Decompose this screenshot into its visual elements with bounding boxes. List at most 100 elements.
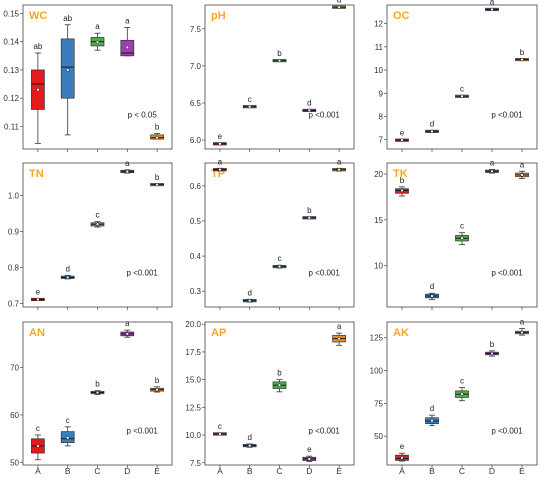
box-d: b [302, 206, 317, 220]
y-tick-label: 75 [374, 399, 383, 408]
mean-point [125, 169, 129, 174]
box-d: a [120, 17, 135, 57]
significance-letter: b [277, 49, 282, 58]
mean-point [277, 383, 282, 387]
y-tick-label: 7 [379, 136, 384, 145]
x-category-label: D [124, 466, 130, 476]
panel-tk: TK 10 15 20 b d c a a p <0.001 [374, 158, 538, 310]
box-a: c [213, 422, 227, 436]
y-tick-label: 70 [10, 363, 19, 372]
y-tick-label: 7.0 [190, 62, 202, 71]
significance-letter: c [460, 85, 464, 94]
mean-point [460, 392, 464, 396]
significance-letter: a [337, 157, 342, 166]
p-value-label: p < 0.05 [128, 110, 158, 119]
mean-point [66, 68, 70, 72]
y-tick-label: 8 [379, 112, 384, 121]
x-category-label: C [276, 466, 282, 476]
significance-letter: c [248, 95, 252, 104]
mean-point [125, 45, 129, 50]
y-tick-label: 10 [374, 66, 383, 75]
box-c: c [455, 377, 469, 402]
box-b: d [425, 120, 439, 133]
plot-frame [22, 162, 173, 308]
box-e: a [332, 0, 346, 9]
mean-point [218, 432, 222, 436]
panel-title: TK [393, 168, 408, 180]
x-category-label: E [519, 466, 525, 476]
box-c: c [455, 85, 469, 98]
p-value-label: p <0.001 [127, 268, 159, 277]
y-tick-label: 0.15 [3, 9, 19, 18]
box-b: c [242, 95, 257, 109]
significance-letter: b [95, 380, 100, 389]
x-category-label: B [65, 466, 71, 476]
mean-point [490, 7, 494, 12]
x-category-label: C [94, 466, 100, 476]
significance-letter: d [65, 264, 69, 273]
y-tick-label: 15.0 [185, 376, 201, 385]
y-tick-label: 20 [374, 170, 383, 179]
mean-point [307, 457, 311, 461]
panel-title: WC [29, 10, 47, 22]
box-d: a [120, 159, 135, 174]
significance-letter: c [278, 254, 282, 263]
mean-point [307, 108, 311, 113]
x-category-label: E [154, 466, 160, 476]
significance-letter: ab [33, 42, 42, 51]
mean-point [248, 443, 252, 448]
box-c: b [272, 49, 287, 63]
mean-point [430, 129, 434, 133]
mean-point [95, 222, 100, 226]
significance-letter: d [247, 288, 251, 297]
y-tick-label: 20.0 [185, 320, 201, 329]
significance-letter: c [36, 424, 40, 433]
box-c: c [455, 222, 469, 246]
x-category-label: A [399, 466, 405, 476]
y-tick-label: 15 [374, 216, 383, 225]
box-b: d [425, 282, 439, 301]
box-e: b [515, 48, 529, 62]
box-b: d [425, 404, 439, 427]
box-e: b [150, 173, 164, 187]
x-category-label: A [217, 466, 223, 476]
significance-letter: a [95, 22, 100, 31]
significance-letter: b [490, 340, 495, 349]
plot-frame [204, 162, 355, 308]
box-b: c [60, 416, 75, 447]
box-a: a [213, 157, 227, 172]
panel-ak: AK 50 75 100 125 A B C D Ee d c b a p <0.001 [370, 318, 538, 476]
box-a: b [395, 176, 409, 197]
significance-letter: e [218, 132, 223, 141]
box-d: b [485, 340, 499, 357]
x-category-label: B [429, 466, 435, 476]
box-c: c [90, 211, 105, 228]
significance-letter: a [125, 17, 130, 26]
box-d: a [485, 158, 499, 174]
y-tick-label: 0.13 [3, 66, 19, 75]
significance-letter: c [96, 211, 100, 220]
p-value-label: p <0.001 [127, 427, 159, 436]
box-d: a [120, 319, 135, 338]
mean-point [36, 88, 40, 92]
significance-letter: a [218, 157, 223, 166]
mean-point [277, 59, 282, 63]
box-e: a [332, 157, 346, 172]
significance-letter: d [430, 120, 434, 129]
mean-point [155, 136, 159, 140]
significance-letter: b [520, 48, 525, 57]
panel-title: AP [211, 327, 226, 339]
mean-point [490, 169, 494, 173]
mean-point [36, 297, 40, 302]
plot-frame [204, 321, 355, 466]
mean-point [95, 40, 100, 44]
significance-letter: c [460, 377, 464, 386]
y-tick-label: 0.7 [8, 299, 20, 308]
panel-title: pH [211, 10, 226, 22]
p-value-label: p <0.001 [309, 427, 341, 436]
mean-point [460, 236, 464, 240]
box-e: b [150, 122, 164, 140]
panel-tn: TN 0.7 0.8 0.9 1.0 e d c a b p <0.001 [8, 159, 173, 310]
